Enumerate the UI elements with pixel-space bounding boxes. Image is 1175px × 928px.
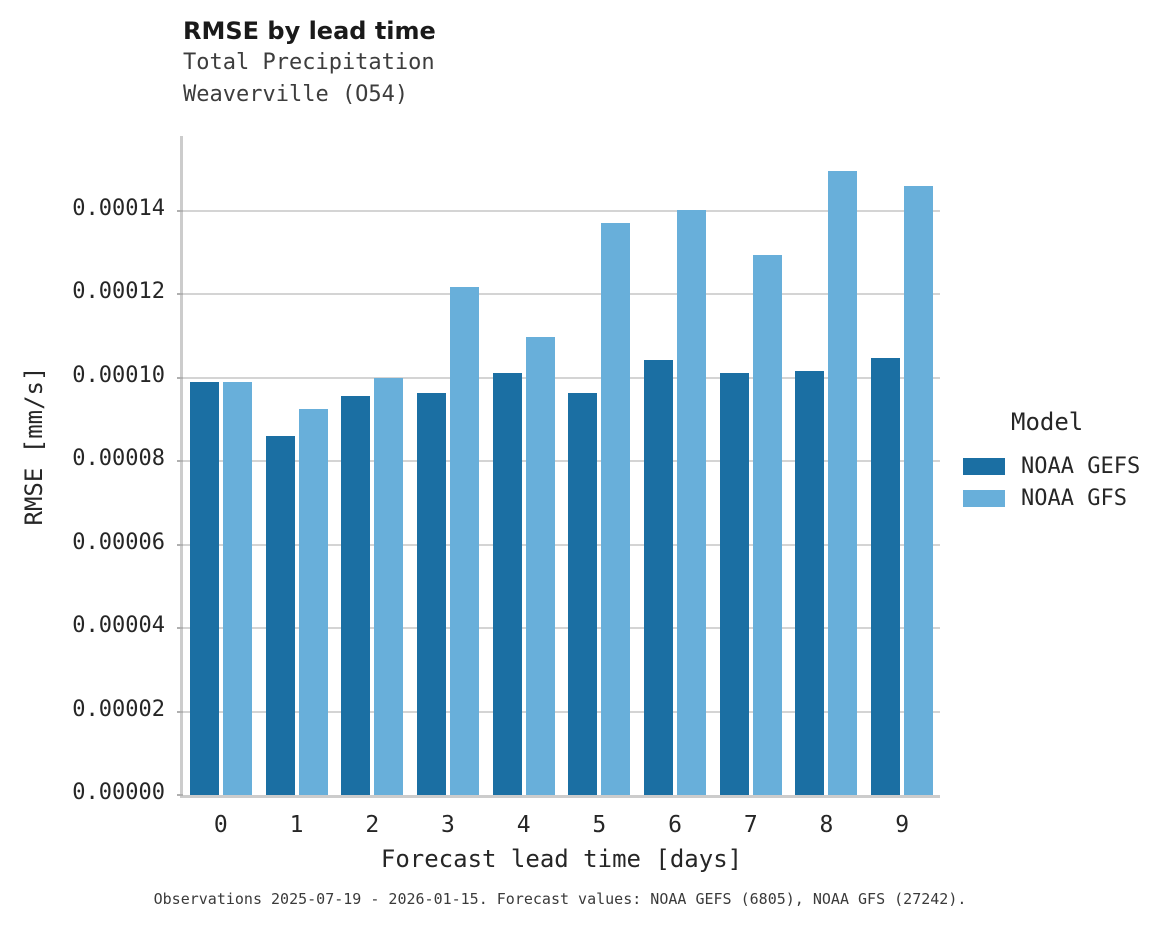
y-axis-tick-mark — [177, 210, 183, 213]
bar[interactable] — [644, 360, 674, 795]
legend-entries: NOAA GEFS NOAA GFS — [963, 450, 1140, 514]
bar-group — [871, 136, 934, 795]
y-axis-tick-label: 0.00014 — [72, 196, 165, 222]
x-axis-title: Forecast lead time [days] — [380, 845, 743, 873]
gridline — [183, 543, 940, 546]
legend-label: NOAA GEFS — [1021, 453, 1141, 479]
y-axis-tick-mark — [177, 627, 183, 630]
bar[interactable] — [449, 287, 479, 795]
y-axis-tick-mark — [177, 710, 183, 713]
y-axis-tick-mark — [177, 794, 183, 796]
bar[interactable] — [374, 377, 404, 795]
footer-note: Observations 2025-07-19 - 2026-01-15. Fo… — [153, 890, 967, 908]
x-axis-tick-label: 7 — [743, 812, 758, 838]
bar[interactable] — [298, 409, 328, 795]
legend-title: Model — [1011, 408, 1084, 436]
y-axis-tick-label: 0.00010 — [72, 362, 165, 388]
bar-group — [265, 136, 328, 795]
y-axis-tick-label: 0.00006 — [72, 529, 165, 555]
bar-group — [416, 136, 479, 795]
y-axis-tick-label: 0.00002 — [72, 696, 165, 722]
x-axis-tick-label: 0 — [213, 812, 228, 838]
bar[interactable] — [719, 372, 749, 795]
bar-group — [568, 136, 631, 795]
bar[interactable] — [871, 358, 901, 795]
plot-gridlines — [183, 136, 940, 795]
x-axis-tick-label: 2 — [365, 812, 380, 838]
bar[interactable] — [904, 186, 934, 795]
bar[interactable] — [568, 393, 598, 795]
y-axis-tick-label: 0.00008 — [72, 446, 165, 472]
x-axis-tick-label: 3 — [441, 812, 455, 838]
x-axis-tick-label: 1 — [289, 812, 304, 838]
bar-group — [492, 136, 555, 795]
bar[interactable] — [752, 255, 782, 795]
bars-layer — [183, 136, 940, 795]
chart-subtitle-variable: Total Precipitation — [183, 49, 435, 75]
plot-area — [180, 136, 940, 798]
y-axis-tick-label: 0.00004 — [72, 613, 165, 639]
x-axis-tick-label: 9 — [895, 812, 910, 838]
page-title: RMSE by lead time — [183, 17, 436, 45]
bar[interactable] — [189, 381, 219, 795]
legend-item[interactable]: NOAA GFS — [963, 482, 1140, 514]
bar[interactable] — [525, 337, 555, 795]
bar[interactable] — [795, 370, 825, 795]
y-axis-tick-labels: 0.00000 0.00002 0.00004 0.00006 0.00008 0.000… — [0, 136, 165, 805]
legend-swatch — [963, 457, 1005, 475]
legend-label: NOAA GFS — [1021, 485, 1127, 511]
y-axis-tick-mark — [177, 460, 183, 463]
chart-subtitle-station: Weaverville (O54) — [183, 81, 409, 107]
bar-group — [644, 136, 707, 795]
x-axis-line — [180, 795, 940, 798]
y-axis-title: RMSE [mm/s] — [20, 366, 48, 526]
x-axis-tick-label: 4 — [516, 812, 531, 838]
bar[interactable] — [222, 381, 252, 795]
x-axis-tick-label: 8 — [819, 812, 834, 838]
y-axis-tick-mark — [177, 543, 183, 546]
gridline — [183, 460, 940, 463]
legend-item[interactable]: NOAA GEFS — [963, 450, 1140, 482]
bar[interactable] — [341, 396, 371, 795]
legend: Model NOAA GEFS NOAA GFS — [963, 408, 1140, 514]
bar-group — [189, 136, 252, 795]
y-axis-tick-label: 0.00012 — [72, 279, 165, 305]
gridline — [183, 376, 940, 379]
title-block: RMSE by lead time Total Precipitation We… — [183, 16, 883, 111]
y-axis-tick-label: 0.00000 — [72, 780, 165, 805]
gridline — [183, 627, 940, 630]
bar[interactable] — [677, 209, 707, 795]
bar[interactable] — [828, 170, 858, 795]
bar[interactable] — [416, 392, 446, 795]
x-axis-tick-label: 6 — [668, 812, 682, 838]
bar-group — [795, 136, 858, 795]
bar[interactable] — [265, 435, 295, 795]
y-axis-line — [180, 136, 183, 795]
gridline — [183, 210, 940, 213]
legend-swatch — [963, 489, 1005, 507]
x-axis-tick-label: 5 — [592, 812, 607, 838]
bar-group — [341, 136, 404, 795]
gridline — [183, 293, 940, 296]
y-axis-tick-mark — [177, 293, 183, 296]
y-axis-tick-mark — [177, 376, 183, 379]
bar-group — [719, 136, 782, 795]
bar[interactable] — [492, 372, 522, 795]
bar[interactable] — [601, 222, 631, 795]
gridline — [183, 710, 940, 713]
